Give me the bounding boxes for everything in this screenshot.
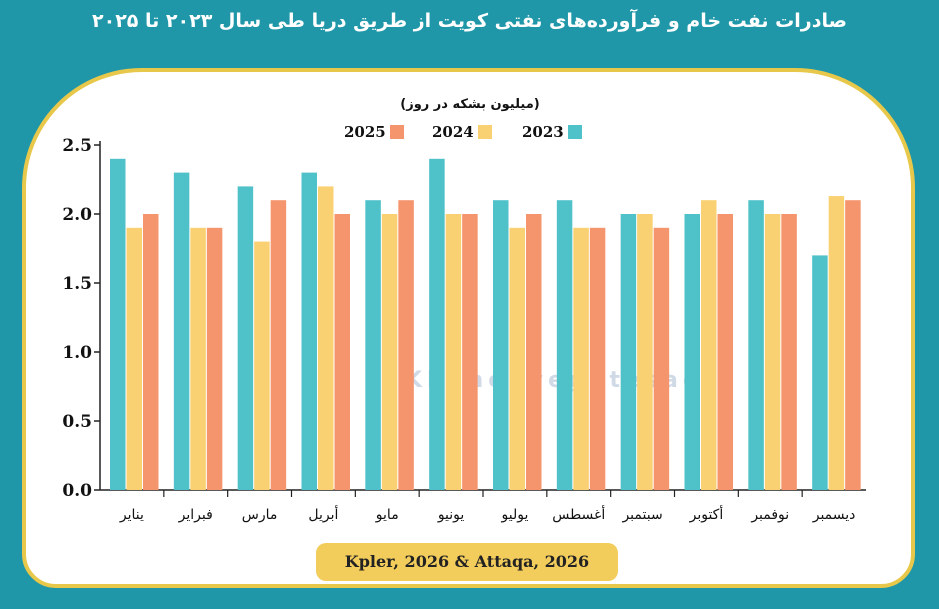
unit-label: (میلیون بشکه در روز) [400,97,540,112]
x-tick-label: أكتوبر [689,505,724,523]
bar-2024-11 [764,214,781,490]
bar-2024-4 [318,186,334,490]
bar-2023-10 [684,214,700,490]
bar-2024-7 [509,227,525,491]
x-tick-label: مايو [375,507,399,523]
bar-2025-5 [398,200,414,490]
bar-2025-1 [143,214,159,490]
bar-2023-3 [237,186,254,490]
y-tick-label: 2.5 [62,136,92,156]
bar-2025-12 [845,200,861,490]
bar-2025-4 [334,214,350,490]
bar-2024-10 [701,200,717,490]
x-tick-label: أبريل [308,505,338,523]
bar-2023-7 [493,200,509,490]
x-tick-label: ديسمبر [812,507,856,523]
y-tick-label: 1.0 [62,343,92,363]
bar-2023-4 [301,172,317,490]
x-tick-label: ينایر [119,507,144,523]
bar-2024-3 [254,241,270,490]
legend: 2025 2024 2023 [0,122,939,146]
bar-2025-2 [206,227,223,491]
legend-swatch-2023 [568,125,582,139]
bar-2025-8 [589,227,606,491]
bar-2023-8 [556,200,573,490]
y-tick-label: 0.0 [62,481,92,501]
bar-2025-9 [653,227,670,491]
bar-2023-11 [748,200,764,490]
bar-2024-12 [828,196,845,490]
bar-2024-2 [190,227,206,491]
bar-2023-5 [365,200,381,490]
legend-label-2023: 2023 [522,123,564,141]
y-tick-label: 0.5 [62,412,92,432]
bar-2024-6 [445,214,462,490]
y-tick-label: 2.0 [62,205,92,225]
bar-2025-3 [270,200,287,490]
bar-2025-11 [781,214,797,490]
bar-2023-12 [812,255,828,490]
bar-2024-1 [126,227,142,491]
y-tick-label: 1.5 [62,274,92,294]
bar-2023-1 [110,158,126,491]
x-tick-label: نوفمبر [750,507,789,523]
bar-2024-5 [381,214,398,490]
x-tick-label: يونيو [437,507,465,523]
x-tick-label: مارس [242,507,278,523]
chart-title: صادرات نفت خام و فرآورده‌های نفتی کویت ا… [92,10,847,32]
x-tick-label: فبرایر [178,507,213,523]
legend-label-2025: 2025 [344,123,386,141]
source-text: Kpler, 2026 & Attaqa, 2026 [344,552,590,571]
source-box: Kpler, 2026 & Attaqa, 2026 [316,543,618,581]
legend-swatch-2025 [390,125,404,139]
bar-2023-6 [429,158,445,491]
legend-swatch-2024 [478,125,492,139]
bar-2024-8 [573,227,589,491]
legend-label-2024: 2024 [432,123,474,141]
bar-2025-7 [526,214,542,490]
bar-2023-2 [173,172,190,490]
bar-2025-10 [717,214,733,490]
x-tick-label: سبتمبر [621,507,662,523]
x-tick-label: أغسطس [552,505,605,523]
bar-2023-9 [620,214,637,490]
bar-2025-6 [462,214,478,490]
x-tick-label: يوليو [500,507,528,523]
bar-2024-9 [637,214,653,490]
